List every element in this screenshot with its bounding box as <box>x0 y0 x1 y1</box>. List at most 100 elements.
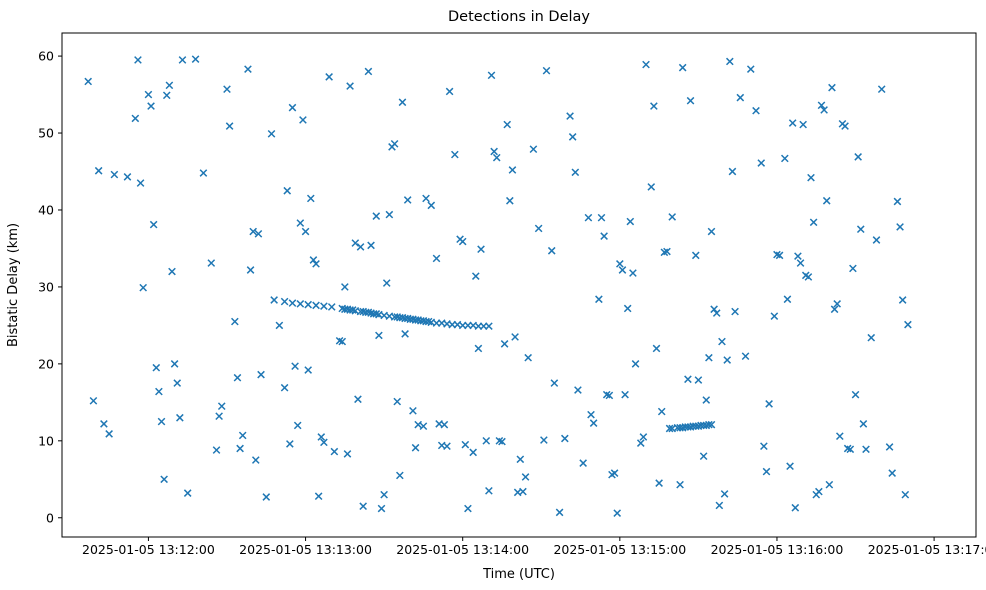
scatter-point <box>254 230 263 238</box>
y-tick-label: 0 <box>46 510 54 525</box>
scatter-point <box>508 166 517 174</box>
scatter-point <box>835 432 844 441</box>
scatter-point <box>280 383 289 392</box>
scatter-point <box>728 167 737 176</box>
scatter-point <box>820 106 828 114</box>
scatter-point <box>372 212 381 220</box>
scatter-point <box>725 57 734 66</box>
scatter-point <box>123 173 132 181</box>
scatter-point <box>346 82 354 90</box>
scatter-point <box>715 501 724 510</box>
scatter-point <box>647 183 656 191</box>
scatter-point <box>469 448 477 457</box>
scatter-point <box>183 489 192 497</box>
scatter-point <box>723 356 732 364</box>
scatter-point <box>301 227 310 236</box>
scatter-point <box>165 81 174 90</box>
scatter-point <box>320 438 328 447</box>
scatter-point <box>705 353 713 362</box>
scatter-point <box>317 433 326 441</box>
scatter-point <box>464 504 472 513</box>
scatter-point <box>561 434 569 443</box>
scatter-point <box>262 493 271 501</box>
scatter-point <box>411 443 420 452</box>
scatter-point <box>859 420 868 428</box>
scatter-point <box>105 430 113 438</box>
scatter-point <box>471 272 480 280</box>
scatter-point <box>841 122 849 130</box>
scatter-point <box>215 412 223 421</box>
scatter-point <box>621 390 629 399</box>
scatter-point <box>314 492 323 501</box>
scatter-point <box>401 330 409 338</box>
x-axis-label: Time (UTC) <box>482 567 555 582</box>
scatter-point <box>605 391 614 400</box>
scatter-point <box>293 421 302 430</box>
y-tick-label: 50 <box>38 126 54 141</box>
scatter-point <box>270 296 278 304</box>
scatter-point <box>178 56 187 64</box>
scatter-point <box>382 279 391 287</box>
scatter-point <box>443 442 451 451</box>
scatter-point <box>304 300 313 309</box>
scatter-point <box>396 471 404 480</box>
scatter-point <box>367 241 375 250</box>
scatter-point <box>833 300 842 308</box>
scatter-point <box>655 479 663 487</box>
scatter-point <box>375 331 383 340</box>
scatter-point <box>487 71 496 80</box>
scatter-point <box>275 321 284 330</box>
scatter-point <box>280 297 289 306</box>
scatter-point <box>173 379 182 387</box>
y-tick-label: 40 <box>38 202 54 217</box>
scatter-point <box>574 386 582 394</box>
scatter-point <box>246 266 255 274</box>
scatter-point <box>519 487 527 496</box>
scatter-point <box>521 473 530 481</box>
scatter-point <box>657 407 666 416</box>
scatter-point <box>312 301 320 310</box>
scatter-point <box>100 420 108 428</box>
scatter-point <box>223 85 231 94</box>
scatter-point <box>304 366 313 374</box>
y-tick-label: 30 <box>38 279 54 294</box>
scatter-point <box>296 300 305 308</box>
scatter-point <box>244 65 252 73</box>
scatter-point <box>579 459 587 467</box>
scatter-point <box>555 508 564 517</box>
scatter-point <box>249 227 258 236</box>
scatter-point <box>597 213 606 222</box>
scatter-point <box>636 439 645 447</box>
y-tick-label: 60 <box>38 49 54 64</box>
scatter-point <box>503 120 512 129</box>
scatter-point <box>817 101 826 110</box>
scatter-point <box>482 436 491 445</box>
scatter-point <box>720 490 729 498</box>
scatter-point <box>110 170 119 179</box>
scatter-point <box>217 402 226 411</box>
scatter-point <box>157 417 166 426</box>
scatter-point <box>705 420 713 429</box>
scatter-point <box>898 296 907 304</box>
scatter-point <box>257 370 265 379</box>
scatter-point <box>665 424 674 433</box>
scatter-point <box>807 173 815 182</box>
scatter-point <box>825 480 834 489</box>
scatter-point <box>783 295 792 304</box>
scatter-point <box>207 259 216 267</box>
scatter-point <box>84 77 93 86</box>
scatter-point <box>359 502 368 511</box>
scatter-point <box>529 145 538 154</box>
scatter-point <box>485 322 493 330</box>
scatter-point <box>419 422 428 431</box>
scatter-point <box>849 264 857 273</box>
scatter-point <box>867 333 876 342</box>
scatter-point <box>291 362 299 371</box>
scatter-point <box>828 83 836 92</box>
scatter-point <box>854 153 862 161</box>
scatter-point <box>309 256 318 264</box>
scatter-point <box>851 390 860 399</box>
scatter-point <box>794 252 802 260</box>
scatter-point <box>490 147 498 156</box>
